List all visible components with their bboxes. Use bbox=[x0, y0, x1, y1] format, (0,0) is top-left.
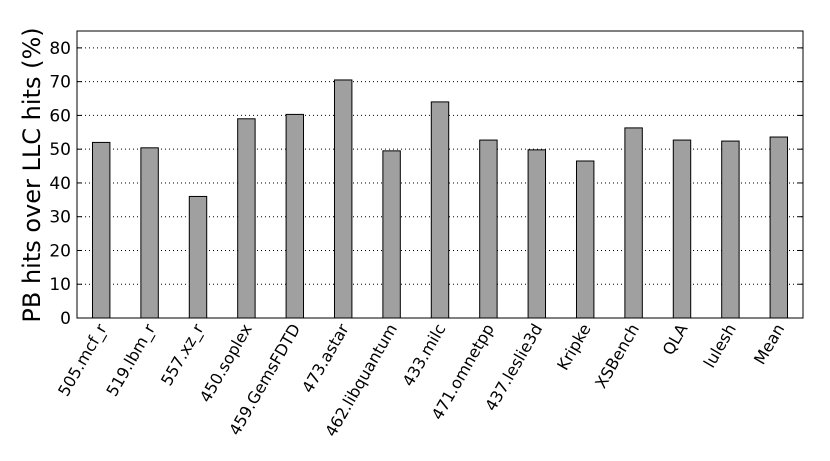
bar bbox=[382, 150, 401, 319]
x-tick-label: Mean bbox=[750, 321, 788, 368]
y-tick-label: 50 bbox=[49, 140, 71, 160]
bar bbox=[769, 136, 789, 319]
y-tick-label: 30 bbox=[49, 208, 71, 228]
bar bbox=[91, 141, 111, 319]
x-tick-label: Kripke bbox=[553, 321, 595, 374]
x-tick-label: 519.lbm_r bbox=[102, 320, 160, 400]
bar bbox=[140, 147, 159, 319]
bar bbox=[575, 160, 595, 319]
bar bbox=[285, 113, 305, 319]
x-tick-label: XSBench bbox=[591, 321, 643, 392]
bar bbox=[527, 149, 547, 319]
y-axis-label: PB hits over LLC hits (%) bbox=[18, 27, 46, 322]
y-tick-label: 0 bbox=[60, 309, 71, 329]
y-tick-label: 40 bbox=[49, 174, 71, 194]
x-tick-label: 473.astar bbox=[298, 320, 353, 396]
bar bbox=[430, 101, 450, 319]
plot-frame bbox=[76, 30, 804, 319]
x-tick-label: QLA bbox=[659, 320, 692, 358]
y-tick-label: 10 bbox=[49, 275, 71, 295]
y-tick-label: 80 bbox=[49, 39, 71, 59]
bar bbox=[333, 79, 353, 319]
bar bbox=[188, 195, 208, 319]
bar bbox=[479, 139, 498, 319]
bar bbox=[237, 118, 256, 319]
bar bbox=[672, 139, 692, 319]
x-tick-label: lulesh bbox=[700, 321, 740, 372]
y-tick-label: 20 bbox=[49, 241, 71, 261]
x-tick-label: 557.xz_r bbox=[157, 320, 209, 389]
bar bbox=[624, 127, 643, 319]
y-tick-label: 70 bbox=[49, 73, 71, 93]
x-tick-label: 433.milc bbox=[399, 321, 450, 390]
bar bbox=[721, 140, 740, 319]
y-tick-label: 60 bbox=[49, 106, 71, 126]
